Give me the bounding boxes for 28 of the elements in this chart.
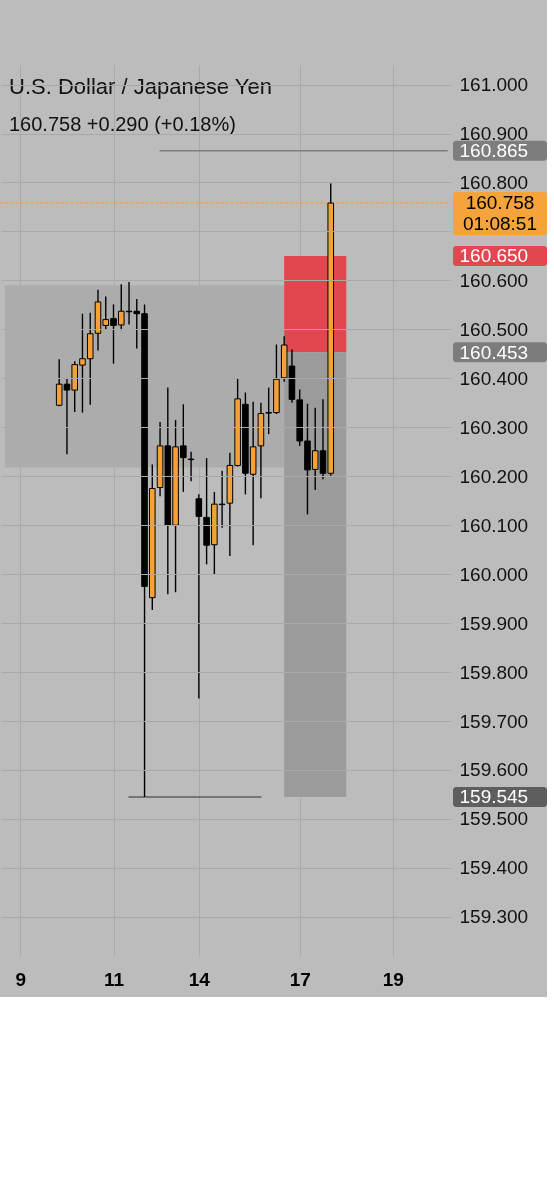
y-tick-label: 159.900 (459, 612, 529, 634)
y-tick-label: 160.500 (459, 318, 529, 340)
y-tick-label: 160.100 (459, 514, 529, 536)
candlestick (187, 451, 195, 482)
y-tick-label: 160.200 (459, 465, 529, 487)
y-tick-label: 161.000 (459, 74, 529, 96)
x-tick-label: 17 (289, 968, 311, 990)
y-tick-label: 160.453 (459, 341, 529, 363)
y-tick-label: 159.800 (459, 661, 529, 683)
y-tick-label: 159.300 (459, 906, 529, 928)
x-tick-label: 9 (15, 968, 27, 990)
y-tick-label: 160.600 (459, 269, 529, 291)
y-tick-label: 160.300 (459, 416, 529, 438)
candlestick (195, 493, 203, 700)
y-tick-label: 159.500 (459, 808, 529, 830)
x-tick-label: 19 (382, 968, 404, 990)
y-tick-label: 159.600 (459, 759, 529, 781)
y-tick-label: 159.400 (459, 857, 529, 879)
text: 160.758 +0.290 (+0.18%) (9, 113, 236, 135)
y-tick-label: 160.400 (459, 367, 529, 389)
x-tick-label: 11 (103, 968, 125, 990)
y-tick-label: 160.000 (459, 563, 529, 585)
y-tick-label: 160.650 (459, 245, 529, 267)
x-tick-label: 14 (188, 968, 211, 990)
y-tick-label: 159.545 (459, 786, 529, 808)
y-tick-label: 159.700 (459, 710, 529, 732)
y-tick-label: 160.800 (459, 171, 529, 193)
ref-line-label: 160.758 01:08:51 (463, 192, 537, 235)
